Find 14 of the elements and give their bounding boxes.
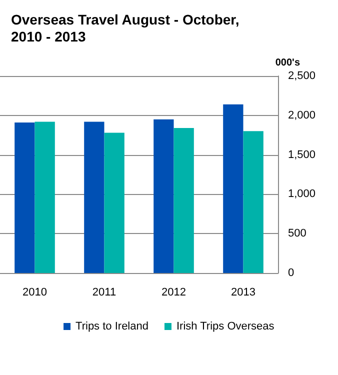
x-tick-label: 2011: [92, 286, 116, 298]
x-tick-label: 2012: [162, 286, 186, 298]
y-axis-title: 000's: [275, 58, 300, 68]
y-tick-label: 0: [288, 267, 294, 279]
x-tick-label: 2010: [22, 286, 47, 298]
legend-label: Trips to Ireland: [76, 320, 148, 332]
y-tick-label: 500: [288, 228, 306, 240]
chart-title: Overseas Travel August - October, 2010 - 2013: [11, 12, 240, 44]
y-tick-label: 2,000: [288, 109, 316, 122]
y-tick-label: 1,500: [288, 148, 316, 161]
x-tick-label: 2013: [231, 286, 256, 298]
legend-label: Irish Trips Overseas: [176, 320, 275, 332]
y-tick-label: 2,500: [288, 70, 316, 82]
y-tick-label: 1,000: [288, 188, 316, 200]
